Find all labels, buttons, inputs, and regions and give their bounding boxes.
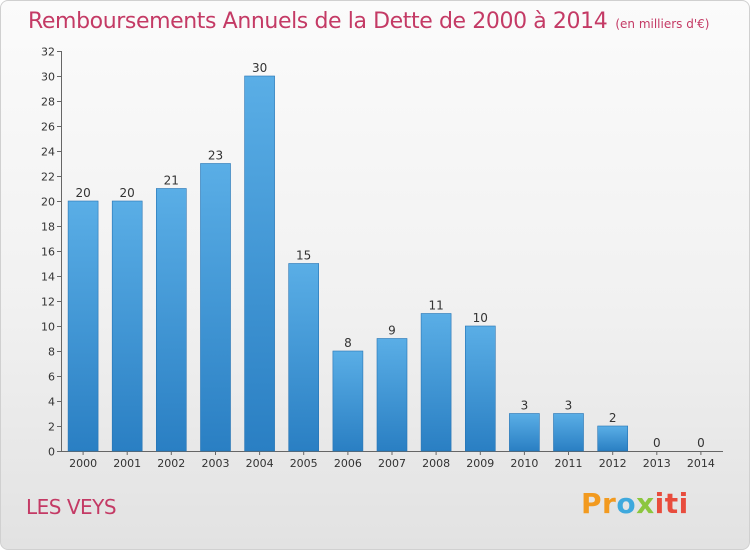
value-label: 20 [120,186,135,200]
value-label: 11 [428,299,443,313]
x-tick-label: 2014 [687,457,715,470]
value-label: 0 [697,436,705,450]
value-label: 30 [252,61,267,75]
chart-unit: (en milliers d'€) [615,17,710,31]
x-tick-label: 2008 [422,457,450,470]
x-tick-label: 2012 [599,457,627,470]
y-tick-label: 20 [41,196,55,209]
y-tick-label: 28 [41,96,55,109]
bar-2010 [509,413,540,452]
bar-2009 [464,325,496,452]
y-tick-label: 16 [41,246,55,259]
y-tick-label: 10 [41,321,55,334]
value-label: 10 [473,311,488,325]
value-label: 0 [653,436,661,450]
value-label: 20 [75,186,90,200]
bar-2012 [597,425,629,452]
bar-2003 [200,163,231,452]
x-tick-label: 2007 [378,457,406,470]
bar-2006 [332,350,364,452]
y-tick-label: 0 [48,446,55,459]
x-tick-label: 2001 [113,457,141,470]
y-tick-label: 24 [41,146,55,159]
value-label: 3 [521,399,529,413]
y-tick-label: 4 [48,396,55,409]
value-label: 2 [609,411,617,425]
bar-2001 [111,200,143,452]
value-label: 8 [344,336,352,350]
x-tick-label: 2011 [555,457,583,470]
value-label: 3 [565,399,573,413]
y-tick-label: 6 [48,371,55,384]
y-tick-label: 8 [48,346,55,359]
chart-title-text: Remboursements Annuels de la Dette de 20… [28,9,608,34]
x-tick-label: 2003 [202,457,230,470]
bar-2008 [420,313,452,452]
x-tick-label: 2005 [290,457,318,470]
y-tick-label: 14 [41,271,55,284]
y-tick-label: 12 [41,296,55,309]
y-tick-label: 32 [41,46,55,59]
proxiti-logo: Proxiti [581,487,689,520]
chart-title: Remboursements Annuels de la Dette de 20… [28,9,709,34]
bar-2002 [156,188,187,452]
location-name: LES VEYS [26,495,117,519]
x-tick-label: 2010 [510,457,538,470]
value-label: 15 [296,249,311,263]
bar-2011 [553,413,584,452]
x-tick-label: 2013 [643,457,671,470]
y-tick-label: 22 [41,171,55,184]
x-tick-label: 2000 [69,457,97,470]
x-tick-label: 2009 [466,457,494,470]
x-tick-label: 2006 [334,457,362,470]
y-tick-label: 26 [41,121,55,134]
bar-2007 [376,338,408,452]
value-label: 21 [164,174,179,188]
value-label: 23 [208,149,223,163]
bar-2000 [67,200,99,452]
y-tick-label: 30 [41,71,55,84]
bar-2005 [288,263,320,452]
y-tick-label: 18 [41,221,55,234]
value-label: 9 [388,324,396,338]
x-tick-label: 2004 [246,457,274,470]
bar-2004 [244,75,275,452]
x-tick-label: 2002 [157,457,185,470]
y-tick-label: 2 [48,421,55,434]
